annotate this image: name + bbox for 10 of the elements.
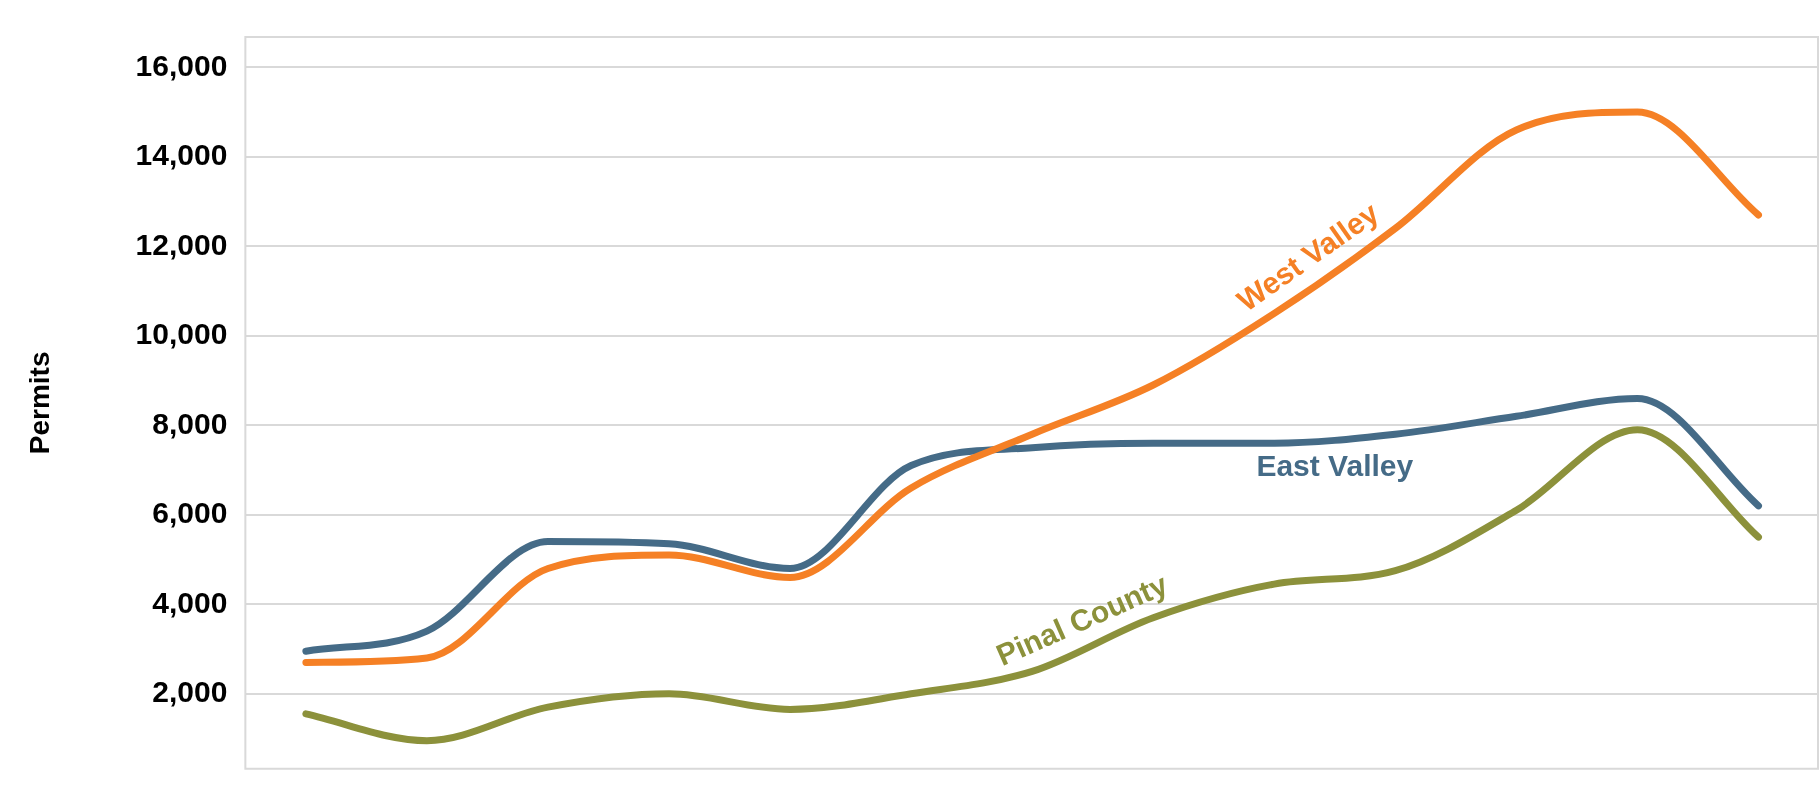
y-tick-label: 14,000 — [135, 138, 228, 172]
y-tick-label: 16,000 — [135, 48, 228, 82]
y-tick-label: 12,000 — [135, 227, 228, 261]
series-label: East Valley — [1256, 448, 1414, 482]
y-tick-label: 4,000 — [152, 585, 228, 619]
y-axis-title: Permits — [23, 351, 55, 455]
y-tick-label: 10,000 — [135, 317, 228, 351]
y-tick-label: 8,000 — [152, 406, 228, 440]
y-tick-label: 2,000 — [152, 675, 228, 708]
y-tick-label: 6,000 — [152, 496, 228, 530]
